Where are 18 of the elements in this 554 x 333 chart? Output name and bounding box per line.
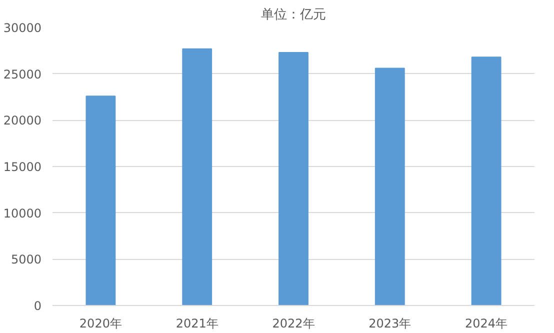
y-tick-label: 25000 (3, 67, 42, 82)
x-tick-label: 2023年 (368, 316, 412, 330)
y-tick-label: 15000 (3, 160, 42, 174)
x-tick-label: 2020年 (79, 316, 122, 330)
x-tick-label: 2024年 (465, 316, 508, 330)
x-tick-label: 2021年 (176, 316, 218, 330)
y-tick-label: 5000 (10, 252, 42, 267)
bar (182, 48, 212, 306)
bar (374, 68, 405, 306)
y-tick-label: 20000 (3, 114, 42, 128)
x-tick-label: 2022年 (272, 316, 315, 330)
bar (86, 96, 116, 306)
bar (471, 56, 502, 306)
y-tick-label: 10000 (3, 206, 42, 220)
bar (278, 52, 308, 306)
y-tick-label: 0 (34, 299, 42, 313)
chart-title: 单位：亿元 (261, 8, 326, 22)
y-tick-label: 30000 (3, 21, 42, 35)
